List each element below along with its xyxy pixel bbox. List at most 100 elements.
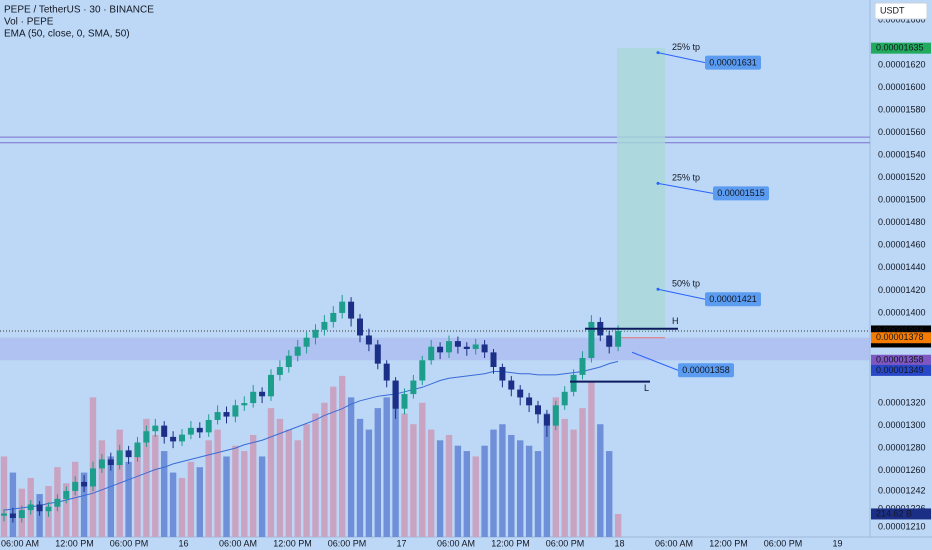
y-tick-label: 0.00001440 <box>878 262 926 272</box>
candle-body <box>81 481 88 487</box>
entry-zone <box>0 337 870 361</box>
candle-body <box>499 367 506 381</box>
x-tick-label: 06:00 AM <box>1 538 39 548</box>
volume-bar <box>339 375 346 537</box>
candle-body <box>303 337 310 347</box>
price-badge-label: 0.00001384 <box>876 325 924 335</box>
volume-bar <box>508 434 515 537</box>
candle-body <box>365 335 372 345</box>
volume-bar <box>321 402 328 537</box>
price-badge-label: 0.00001635 <box>876 43 924 53</box>
price-badge-label: 0.00001349 <box>876 365 924 375</box>
y-tick-label: 0.00001242 <box>878 485 926 495</box>
target-text: 50% tp <box>672 279 700 289</box>
candle-body <box>552 405 559 426</box>
candle-body <box>383 363 390 381</box>
volume-bar <box>72 461 79 537</box>
volume-bar <box>294 440 301 537</box>
candle-body <box>63 490 70 499</box>
candle-body <box>196 427 203 433</box>
volume-bar <box>241 451 248 537</box>
volume-bar <box>543 413 551 537</box>
volume-bar <box>98 440 106 537</box>
candle-body <box>570 374 577 392</box>
currency-box[interactable] <box>874 2 928 20</box>
candle-body <box>401 394 408 409</box>
candle-body <box>312 329 319 338</box>
volume-bar <box>80 472 88 537</box>
volume-bar <box>63 483 70 537</box>
volume-bar <box>285 429 292 537</box>
y-tick-label: 0.00001400 <box>878 307 926 317</box>
x-tick-label: 06:00 AM <box>655 538 693 548</box>
candle-body <box>588 321 595 358</box>
candle-body <box>428 346 435 361</box>
target-connector <box>657 288 706 300</box>
candle-body <box>116 450 123 466</box>
price-badge-label: 0.00001378 <box>876 332 924 342</box>
volume-bar <box>481 445 488 537</box>
candle-body <box>526 397 533 406</box>
candle-body <box>179 434 185 442</box>
layer: 0.000016600.000016200.000016000.00001580… <box>0 14 931 548</box>
volume-bar <box>312 413 319 537</box>
volume-bar <box>570 429 577 537</box>
y-tick-label: 0.00001620 <box>878 59 926 69</box>
target-badge <box>713 186 769 201</box>
volume-bar <box>445 434 453 537</box>
volume-bar <box>330 386 337 537</box>
y-tick-label: 0.00001280 <box>878 443 926 453</box>
volume-bar <box>232 445 239 537</box>
price-badge <box>871 364 931 376</box>
candle-body <box>321 321 328 330</box>
x-tick-label: 12:00 PM <box>491 538 530 548</box>
target-price: 0.00001631 <box>709 58 757 68</box>
x-tick-label: 06:00 PM <box>546 538 585 548</box>
y-tick-label: 0.00001210 <box>878 521 926 531</box>
candle-body <box>348 301 355 319</box>
candle-body <box>606 335 613 347</box>
volume-bar <box>134 445 141 537</box>
volume-bar <box>419 402 426 537</box>
volume-bar <box>525 445 533 537</box>
ema-line <box>3 360 619 511</box>
volume-bar <box>534 451 542 537</box>
chart-title: PEPE / TetherUS · 30 · BINANCE <box>4 5 154 16</box>
candle-body <box>98 459 105 469</box>
candle-body <box>214 412 221 420</box>
volume-bar <box>187 461 195 537</box>
volume-bar <box>143 418 150 537</box>
volume-bar <box>276 418 284 537</box>
volume-bar <box>401 413 408 537</box>
candle-body <box>472 344 479 349</box>
x-tick-label: 06:00 PM <box>764 538 803 548</box>
volume-bar <box>410 424 417 537</box>
candle-body <box>18 510 25 518</box>
candle-body <box>259 391 266 397</box>
volume-bar <box>214 429 221 537</box>
price-badge <box>871 354 931 366</box>
volume-bar <box>472 456 479 537</box>
volume-bar <box>161 451 168 537</box>
volume-bar <box>9 472 17 537</box>
volume-bar <box>107 456 114 537</box>
candle-body <box>250 391 257 404</box>
volume-bar <box>205 440 212 537</box>
volume-bar <box>588 381 595 537</box>
target-price: 0.00001421 <box>709 294 757 304</box>
candle-body <box>294 346 301 356</box>
price-axis <box>870 0 932 550</box>
volume-bar <box>365 429 373 537</box>
entry-price: 0.00001358 <box>682 365 730 375</box>
currency[interactable]: USDT <box>880 5 905 15</box>
x-tick-label: 06:00 AM <box>219 538 257 548</box>
volume-bar <box>579 408 586 537</box>
candle-body <box>27 504 34 511</box>
x-tick-label: 12:00 PM <box>273 538 312 548</box>
price-badge <box>871 42 931 54</box>
y-tick-label: 0.00001300 <box>878 420 926 430</box>
x-tick-label: 12:00 PM <box>55 538 94 548</box>
volume-bar <box>169 472 177 537</box>
candle-body <box>232 405 239 417</box>
y-tick-label: 0.00001420 <box>878 285 926 295</box>
